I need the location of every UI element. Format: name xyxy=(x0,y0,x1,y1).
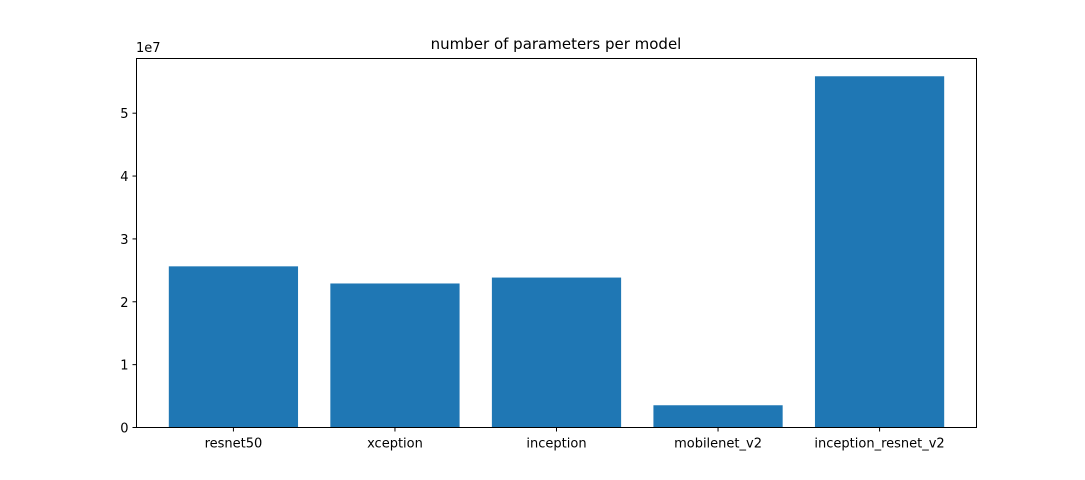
x-tick-label: inception xyxy=(526,437,586,452)
plot-frame xyxy=(136,58,977,428)
bars-layer xyxy=(168,76,945,428)
x-tick-label: inception_resnet_v2 xyxy=(814,437,944,452)
y-axis-multiplier-label: 1e7 xyxy=(136,41,161,56)
chart-title: number of parameters per model xyxy=(431,35,682,53)
y-axis: 0 1 2 3 4 5 xyxy=(120,107,137,437)
x-tick-label: resnet50 xyxy=(205,437,263,452)
bar-resnet50 xyxy=(168,266,299,428)
y-tick-label: 1 xyxy=(120,359,128,374)
y-tick-label: 0 xyxy=(120,422,128,437)
y-tick-label: 5 xyxy=(120,107,128,122)
y-tick-label: 2 xyxy=(120,296,128,311)
bar-xception xyxy=(330,283,460,428)
y-tick-label: 4 xyxy=(120,170,128,185)
bar-inception_resnet_v2 xyxy=(814,76,945,428)
x-axis: resnet50 xception inception mobilenet_v2 inc… xyxy=(205,427,945,452)
x-tick-label: mobilenet_v2 xyxy=(674,437,762,452)
bar-inception xyxy=(491,277,622,428)
x-tick-label: xception xyxy=(367,437,423,452)
y-tick-label: 3 xyxy=(120,233,128,248)
bar-mobilenet_v2 xyxy=(653,405,783,428)
